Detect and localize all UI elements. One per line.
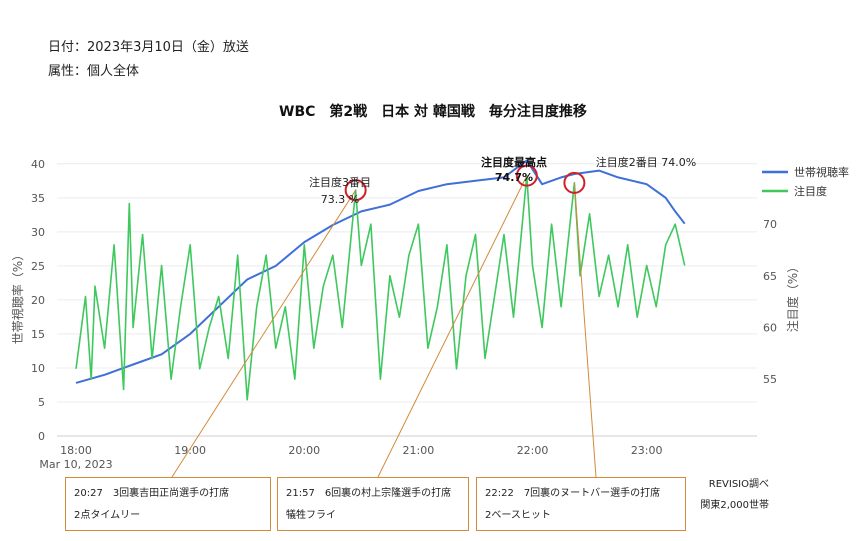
note-2-line2: 犠牲フライ	[286, 510, 336, 521]
x-tick-label: 21:00	[403, 444, 435, 457]
annotation-connector-2	[377, 175, 528, 478]
audience-attribute: 属性：個人全体	[48, 64, 140, 79]
y-left-tick-label: 5	[38, 396, 45, 409]
y-right-axis-title: 注目度（%）	[785, 261, 800, 332]
y-right-tick-label: 70	[763, 218, 777, 231]
y-left-tick-label: 10	[31, 362, 45, 375]
annotation-label-3: 注目度2番目 74.0%	[596, 155, 696, 169]
note-1-line2: 2点タイムリー	[74, 510, 141, 521]
note-box-2: 21:57 6回裏の村上宗隆選手の打席 犠牲フライ	[277, 477, 469, 531]
source-credit: REVISIO調べ 関東2,000世帯	[700, 475, 769, 511]
y-left-tick-label: 30	[31, 226, 45, 239]
note-box-3: 22:22 7回裏のヌートバー選手の打席 2ベースヒット	[476, 477, 686, 531]
note-2-line1: 21:57 6回裏の村上宗隆選手の打席	[286, 488, 452, 499]
x-tick-label: 18:00	[60, 444, 92, 457]
x-tick-label: 19:00	[174, 444, 206, 457]
series-line-1	[75, 159, 686, 384]
legend-label-1: 世帯視聴率	[794, 165, 849, 179]
annotation-value-1: 73.3 %	[321, 193, 359, 206]
annotation-circle-3	[563, 171, 586, 194]
source-line1: REVISIO調べ	[708, 479, 769, 490]
annotation-value-2: 74.7%	[495, 171, 533, 184]
x-tick-label: 20:00	[288, 444, 320, 457]
series-line-2	[75, 174, 686, 401]
broadcast-date: 日付：2023年3月10日（金）放送	[48, 40, 249, 55]
x-tick-label: 22:00	[517, 444, 549, 457]
annotation-label-1: 注目度3番目	[309, 175, 371, 189]
y-left-tick-label: 40	[31, 158, 45, 171]
x-date-label: Mar 10, 2023	[39, 458, 112, 471]
note-3-line1: 22:22 7回裏のヌートバー選手の打席	[485, 488, 661, 499]
note-1-line1: 20:27 3回裏吉田正尚選手の打席	[74, 488, 230, 499]
y-left-tick-label: 35	[31, 192, 45, 205]
y-left-tick-label: 0	[38, 430, 45, 443]
y-left-axis-title: 世帯視聴率（%）	[10, 249, 25, 344]
legend-label-2: 注目度	[794, 184, 827, 198]
y-left-tick-label: 20	[31, 294, 45, 307]
y-left-tick-label: 15	[31, 328, 45, 341]
x-tick-label: 23:00	[631, 444, 663, 457]
y-right-tick-label: 55	[763, 373, 777, 386]
annotation-label-2: 注目度最高点	[481, 155, 547, 169]
annotation-circle-2	[515, 164, 538, 187]
annotation-connector-3	[573, 182, 597, 478]
y-right-tick-label: 65	[763, 270, 777, 283]
annotation-circle-1	[344, 179, 367, 202]
note-3-line2: 2ベースヒット	[485, 510, 551, 521]
annotation-connector-1	[171, 189, 357, 478]
y-left-tick-label: 25	[31, 260, 45, 273]
chart-title: WBC 第2戦 日本 対 韓国戦 毎分注目度推移	[279, 104, 587, 120]
source-line2: 関東2,000世帯	[700, 500, 769, 511]
note-box-1: 20:27 3回裏吉田正尚選手の打席 2点タイムリー	[65, 477, 271, 531]
y-right-tick-label: 60	[763, 322, 777, 335]
